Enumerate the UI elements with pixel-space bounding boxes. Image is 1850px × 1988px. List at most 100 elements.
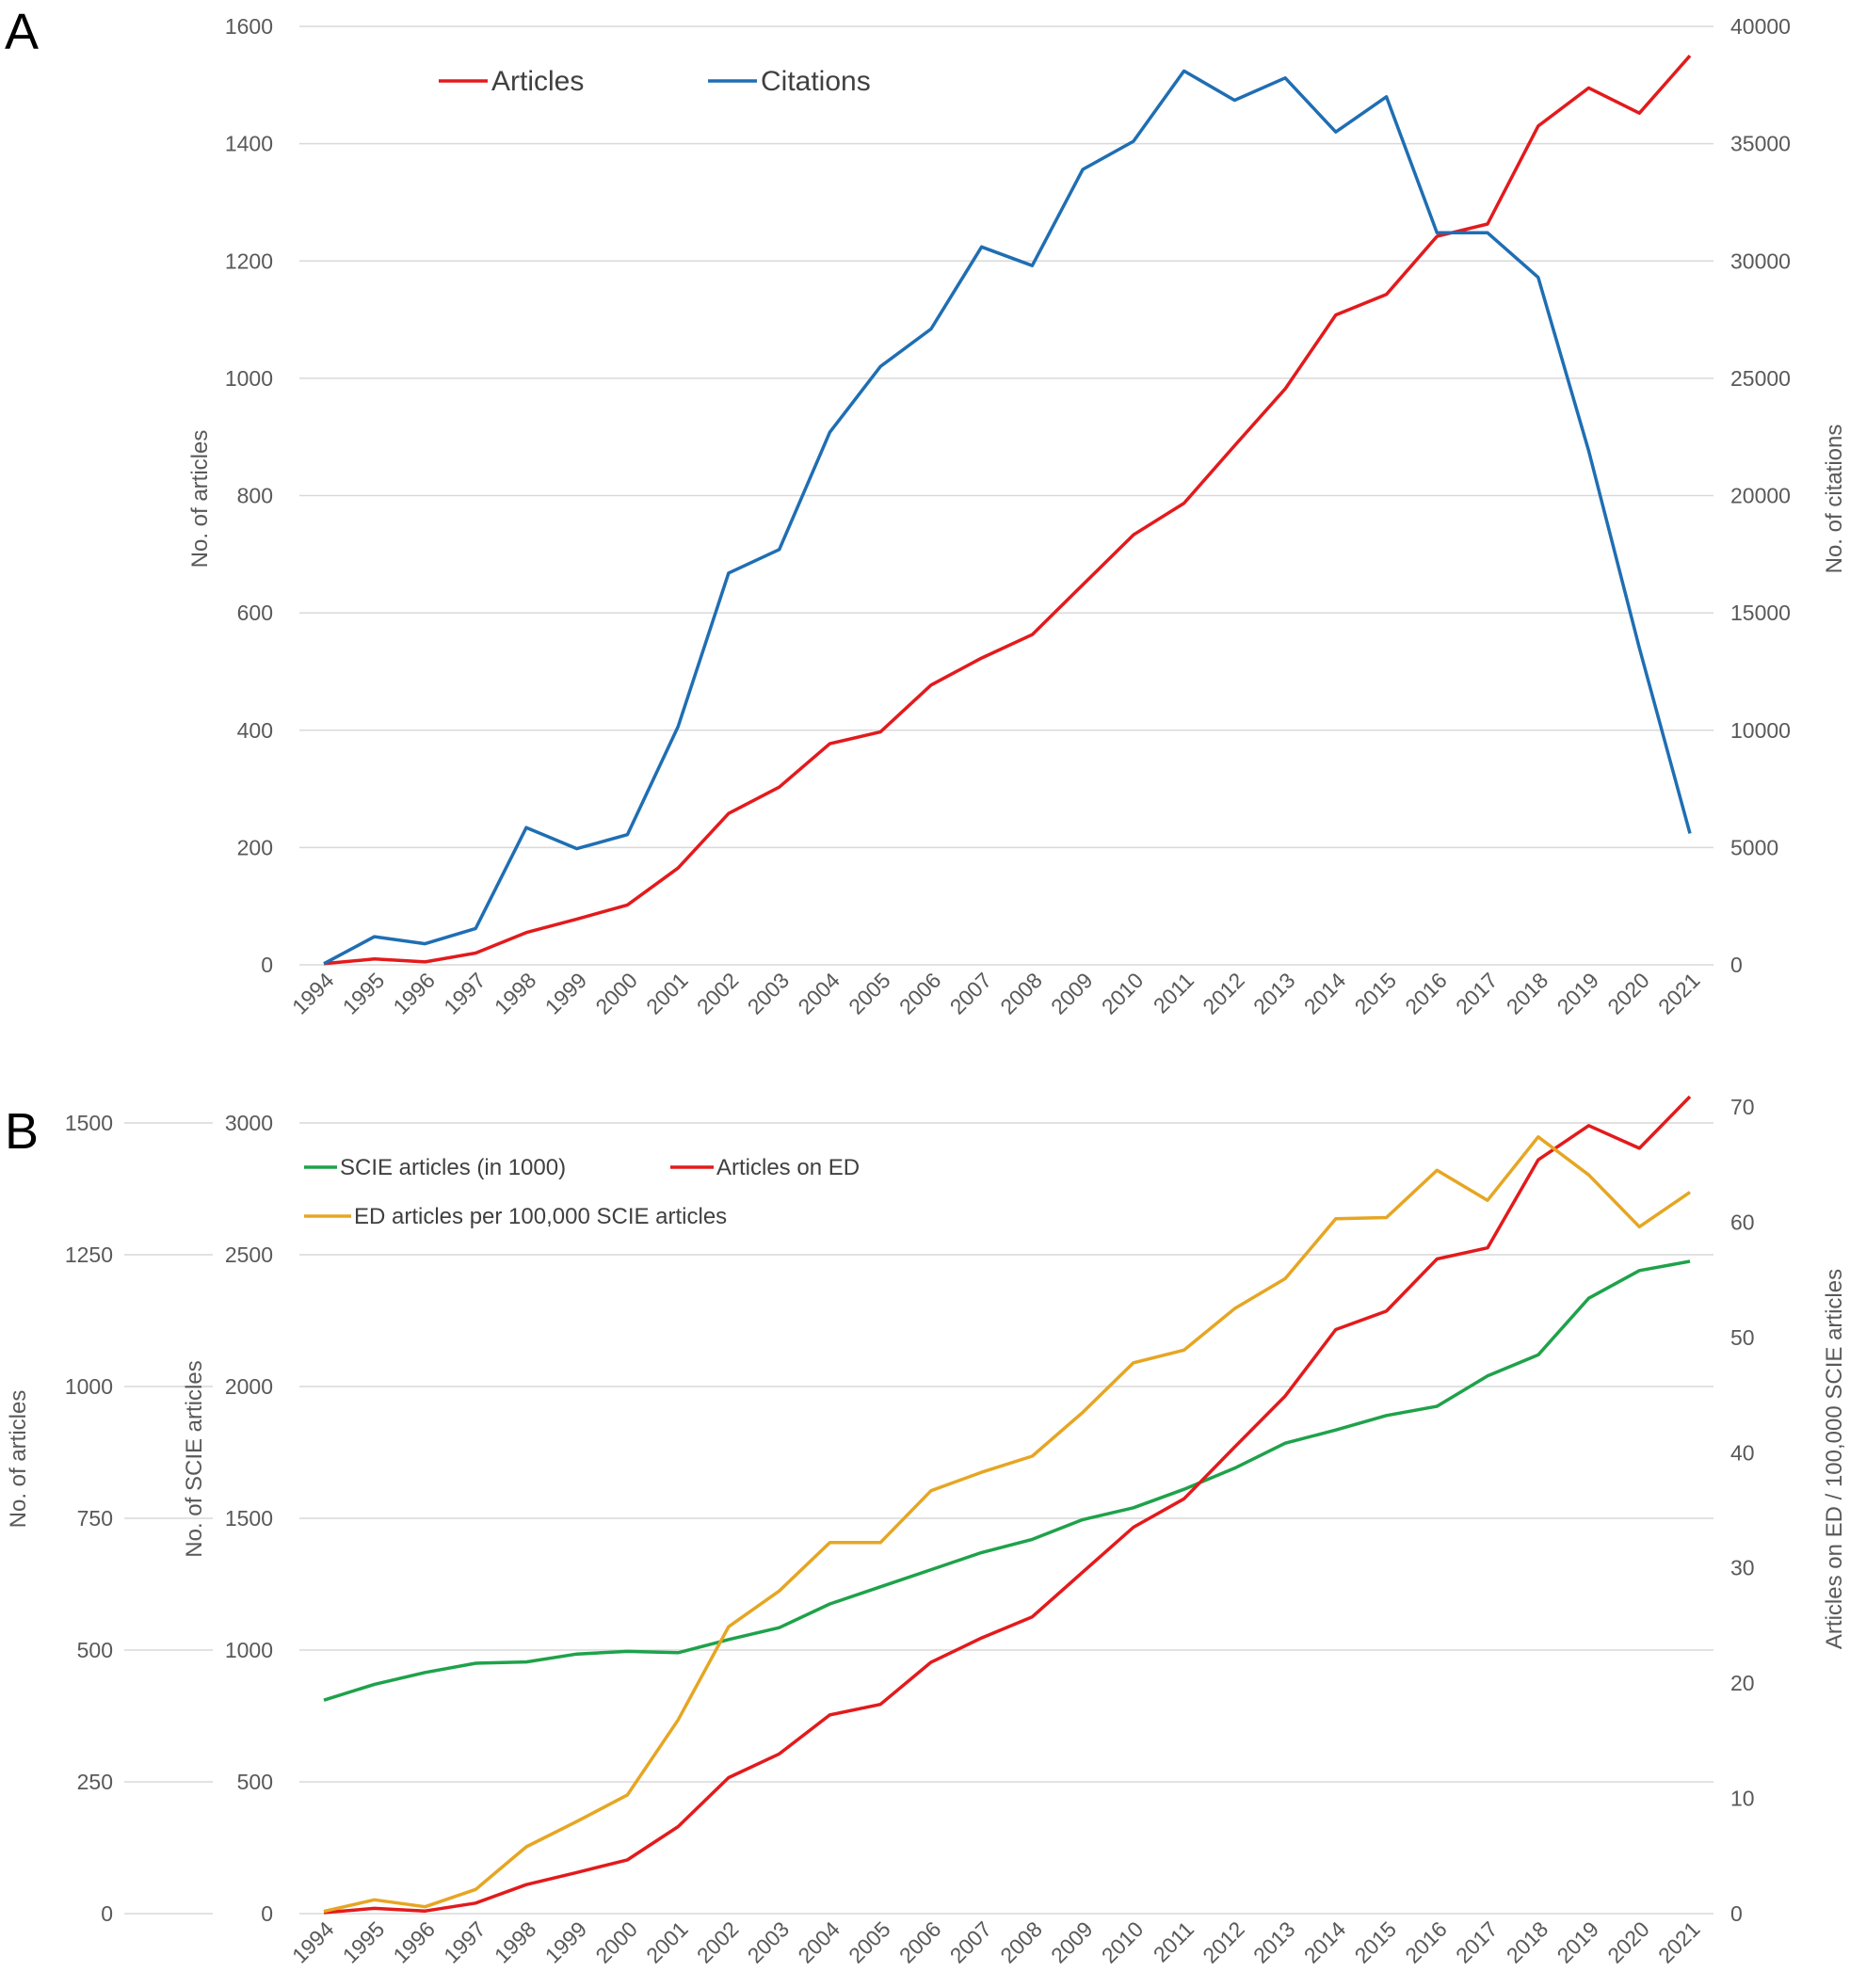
panel-b-inner-left-axis: 0 500 1000 1500 2000 2500 3000 xyxy=(225,1111,273,1926)
x-tick-label-2007: 2007 xyxy=(945,1916,997,1968)
outer-left-tick-label-1000: 1000 xyxy=(65,1374,113,1399)
x-tick-label-2011: 2011 xyxy=(1149,968,1198,1018)
right-tick-label-50: 50 xyxy=(1730,1325,1755,1350)
left-tick-label-800: 800 xyxy=(237,484,273,508)
x-tick-label-2012: 2012 xyxy=(1198,1916,1249,1968)
x-tick-label-1996: 1996 xyxy=(388,968,440,1019)
left-tick-label-1000: 1000 xyxy=(225,366,273,391)
panel-a-right-axis: 0 5000 10000 15000 20000 25000 30000 35000 40000 xyxy=(1730,14,1791,977)
x-tick-label-2021: 2021 xyxy=(1653,968,1705,1019)
right-tick-label-20000: 20000 xyxy=(1730,484,1791,508)
outer-left-tick-label-0: 0 xyxy=(101,1901,113,1926)
x-tick-label-2013: 2013 xyxy=(1248,968,1300,1019)
x-tick-label-2020: 2020 xyxy=(1602,1916,1654,1968)
x-tick-label-2010: 2010 xyxy=(1097,1916,1149,1968)
right-tick-label-20: 20 xyxy=(1730,1671,1755,1695)
x-tick-label-1997: 1997 xyxy=(439,968,491,1019)
x-tick-label-2014: 2014 xyxy=(1299,968,1351,1019)
right-tick-label-40000: 40000 xyxy=(1730,14,1791,39)
x-tick-label-1994: 1994 xyxy=(287,968,339,1019)
b-series-ed-articles-per-100-000-scie-articles-line xyxy=(323,1135,1691,1914)
right-tick-label-25000: 25000 xyxy=(1730,366,1791,391)
panel-b-label: B xyxy=(5,1103,39,1160)
outer-left-tick-label-1250: 1250 xyxy=(65,1242,113,1267)
x-tick-label-2019: 2019 xyxy=(1552,968,1603,1019)
right-tick-label-0: 0 xyxy=(1730,1901,1743,1926)
legend-label-citations: Citations xyxy=(761,66,871,97)
x-tick-label-2001: 2001 xyxy=(641,1916,693,1968)
a-series-citations-line xyxy=(323,69,1692,966)
panel-a-left-axis: 0 200 400 600 800 1000 1200 1400 1600 xyxy=(225,14,273,977)
x-tick-label-1995: 1995 xyxy=(338,968,390,1019)
panel-b-legend: SCIE articles (in 1000) Articles on ED E… xyxy=(304,1155,860,1229)
x-tick-label-2003: 2003 xyxy=(743,1916,795,1968)
right-tick-label-10: 10 xyxy=(1730,1787,1755,1811)
panel-a-gridlines xyxy=(299,25,1713,966)
panel-a: A 0 200 400 600 800 1000 1200 1400 1600 0 5000 100… xyxy=(5,4,1847,1019)
x-tick-label-2005: 2005 xyxy=(844,1916,895,1968)
x-tick-label-2020: 2020 xyxy=(1602,968,1654,1019)
legend-label-ed-per-scie: ED articles per 100,000 SCIE articles xyxy=(354,1204,727,1229)
a-series-articles-line xyxy=(323,55,1692,966)
b-series-articles-on-ed-line xyxy=(323,1095,1692,1915)
inner-left-tick-label-3000: 3000 xyxy=(225,1111,273,1135)
inner-left-tick-label-500: 500 xyxy=(237,1770,273,1794)
x-tick-label-2005: 2005 xyxy=(844,968,895,1019)
x-tick-label-1997: 1997 xyxy=(439,1916,491,1968)
panel-a-series xyxy=(323,55,1692,966)
panel-b-x-axis: 1994 1995 1996 1997 1998 1999 2000 2001 2002 2003… xyxy=(287,1916,1705,1968)
x-tick-label-2014: 2014 xyxy=(1299,1916,1351,1968)
x-tick-label-1996: 1996 xyxy=(388,1916,440,1968)
x-tick-label-2004: 2004 xyxy=(793,1916,845,1968)
right-tick-label-35000: 35000 xyxy=(1730,132,1791,156)
panel-a-left-axis-title: No. of articles xyxy=(187,430,213,569)
right-tick-label-30000: 30000 xyxy=(1730,248,1791,273)
outer-left-tick-label-500: 500 xyxy=(77,1638,113,1662)
outer-left-tick-label-750: 750 xyxy=(77,1506,113,1531)
right-tick-label-15000: 15000 xyxy=(1730,601,1791,625)
inner-left-tick-label-1000: 1000 xyxy=(225,1638,273,1662)
x-tick-label-2012: 2012 xyxy=(1198,968,1249,1019)
panel-b-gridlines xyxy=(124,1122,1713,1915)
x-tick-label-1998: 1998 xyxy=(490,1916,541,1968)
x-tick-label-2002: 2002 xyxy=(692,968,744,1019)
outer-left-tick-label-250: 250 xyxy=(77,1770,113,1794)
inner-left-tick-label-0: 0 xyxy=(261,1901,273,1926)
outer-left-tick-label-1500: 1500 xyxy=(65,1111,113,1135)
left-tick-label-0: 0 xyxy=(261,953,273,977)
panel-b-outer-left-axis: 0 250 500 750 1000 1250 1500 xyxy=(65,1111,113,1926)
x-tick-label-2002: 2002 xyxy=(692,1916,744,1968)
panel-b-series xyxy=(323,1095,1692,1915)
panel-a-label: A xyxy=(5,4,39,60)
x-tick-label-2008: 2008 xyxy=(995,1916,1047,1968)
inner-left-tick-label-1500: 1500 xyxy=(225,1506,273,1531)
x-tick-label-2016: 2016 xyxy=(1400,1916,1452,1968)
panel-b-right-axis-title: Articles on ED / 100,000 SCIE articles xyxy=(1822,1269,1847,1649)
x-tick-label-1994: 1994 xyxy=(287,1916,339,1968)
left-tick-label-1600: 1600 xyxy=(225,14,273,39)
x-tick-label-2016: 2016 xyxy=(1400,968,1452,1019)
panel-a-right-axis-title: No. of citations xyxy=(1822,425,1847,574)
right-tick-label-40: 40 xyxy=(1730,1440,1755,1465)
right-tick-label-30: 30 xyxy=(1730,1556,1755,1580)
x-tick-label-2013: 2013 xyxy=(1248,1916,1300,1968)
x-tick-label-2006: 2006 xyxy=(894,1916,946,1968)
left-tick-label-1400: 1400 xyxy=(225,132,273,156)
right-tick-label-5000: 5000 xyxy=(1730,835,1778,859)
inner-left-tick-label-2500: 2500 xyxy=(225,1242,273,1267)
x-tick-label-2011: 2011 xyxy=(1149,1916,1198,1966)
left-tick-label-200: 200 xyxy=(237,835,273,859)
x-tick-label-2004: 2004 xyxy=(793,968,845,1019)
left-tick-label-400: 400 xyxy=(237,718,273,743)
legend-label-articles-on-ed: Articles on ED xyxy=(716,1155,860,1180)
x-tick-label-2008: 2008 xyxy=(995,968,1047,1019)
x-tick-label-1995: 1995 xyxy=(338,1916,390,1968)
x-tick-label-2018: 2018 xyxy=(1502,968,1553,1019)
panel-b-inner-left-axis-title: No. of SCIE articles xyxy=(182,1360,207,1557)
right-tick-label-10000: 10000 xyxy=(1730,718,1791,743)
x-tick-label-2001: 2001 xyxy=(641,968,693,1019)
right-tick-label-60: 60 xyxy=(1730,1210,1755,1234)
inner-left-tick-label-2000: 2000 xyxy=(225,1374,273,1399)
